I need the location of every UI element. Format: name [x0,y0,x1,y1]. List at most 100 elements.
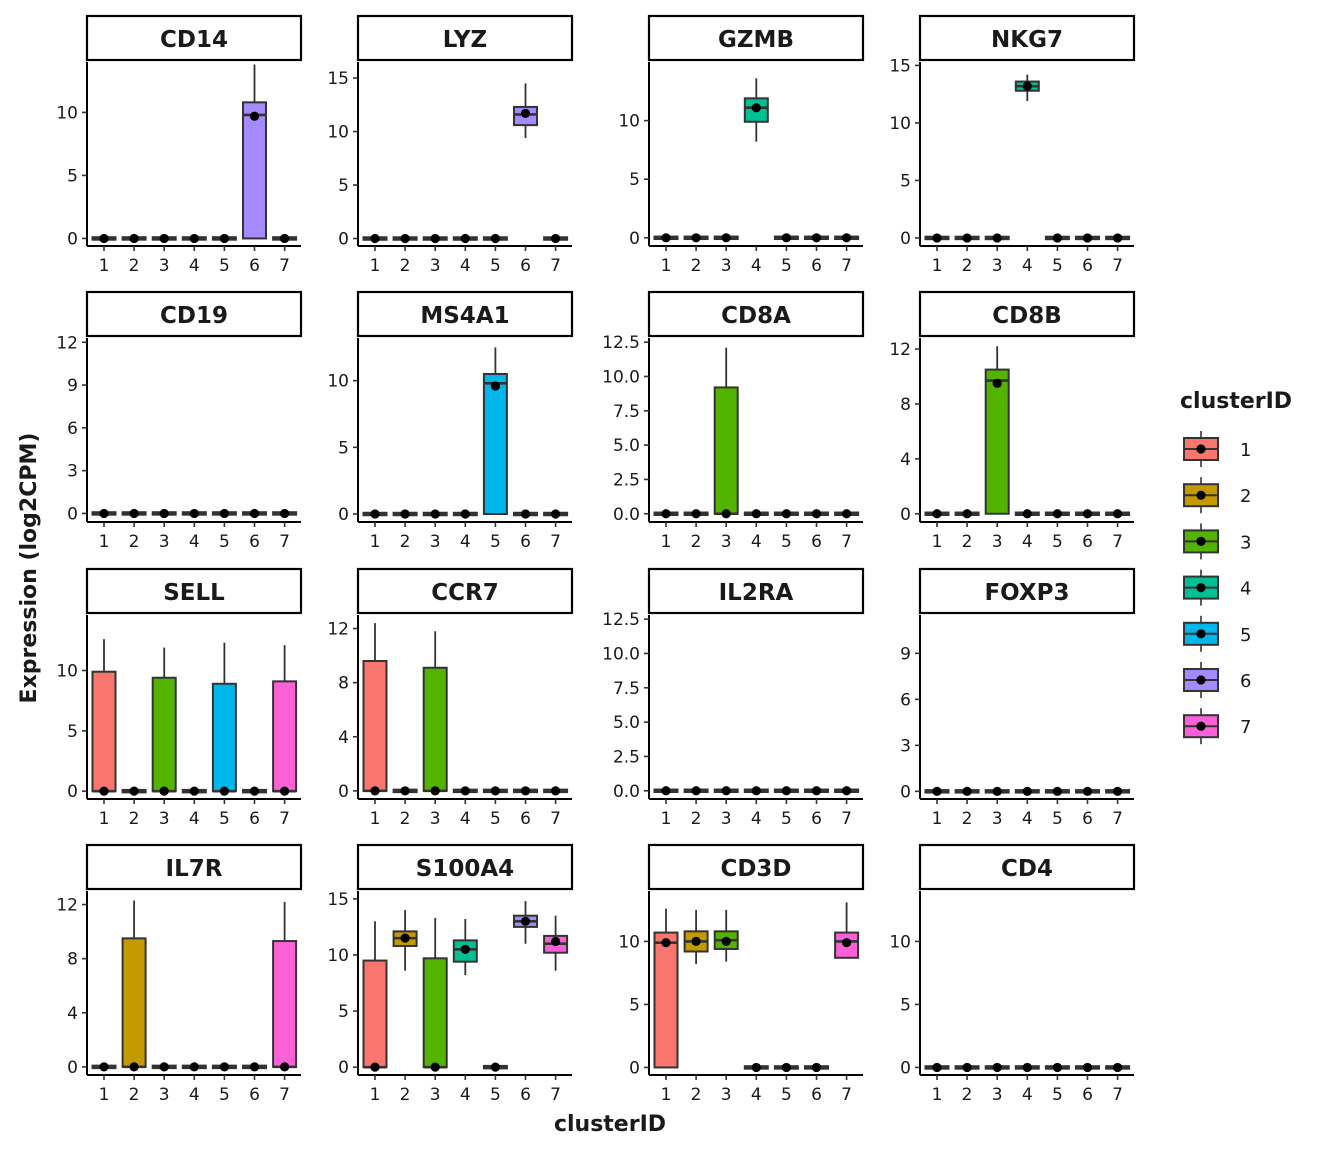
mean-point [962,786,972,796]
x-tick-label: 3 [430,1085,441,1105]
mean-point [721,509,731,519]
box-body [362,660,388,792]
box-cluster-2 [392,910,418,971]
y-tick-label: 9 [900,644,911,664]
x-tick-label: 7 [550,532,561,552]
box-cluster-5 [773,786,799,796]
mean-point [219,786,229,796]
x-tick-label: 2 [691,532,702,552]
x-tick-label: 6 [249,809,260,829]
x-tick-label: 5 [219,532,230,552]
y-tick-label: 8 [67,950,78,970]
box-cluster-5 [1044,509,1070,519]
box-cluster-1 [653,233,679,243]
y-tick-label: 0 [900,782,911,802]
x-tick-label: 4 [1022,532,1033,552]
x-tick-label: 5 [781,1085,792,1105]
mean-point [751,786,761,796]
x-tick-label: 6 [811,809,822,829]
mean-point [430,1062,440,1072]
mean-point [159,233,169,244]
x-tick-label: 7 [279,532,290,552]
y-tick-label: 12 [56,896,78,916]
y-tick-label: 12 [56,333,78,353]
x-tick-label: 5 [490,809,501,829]
box-cluster-4 [452,233,478,244]
mean-point [751,1062,761,1073]
x-tick-label: 2 [691,1085,702,1105]
x-tick-label: 5 [219,809,230,829]
mean-point [1113,509,1123,519]
box-cluster-3 [151,647,177,796]
box-cluster-1 [924,233,950,243]
y-tick-label: 3 [900,736,911,756]
y-tick-label: 0 [67,229,78,249]
mean-point [932,786,942,796]
mean-point [280,1062,290,1072]
x-tick-label: 2 [962,809,973,829]
box-cluster-7 [543,509,569,519]
legend-key-point [1196,675,1206,685]
box-body [242,101,267,240]
legend-label: 1 [1240,440,1251,461]
strip-box [356,14,574,62]
x-tick-label: 6 [249,532,260,552]
box-cluster-4 [1014,74,1040,102]
y-tick-label: 10 [327,372,349,392]
box-cluster-1 [362,921,388,1072]
box-cluster-4 [743,78,769,142]
legend-item-1: 1 [1183,431,1251,467]
y-tick-label: 12.5 [602,610,640,630]
strip-box [918,843,1136,891]
legend-item-6: 6 [1183,662,1251,698]
box-cluster-5 [482,347,508,515]
x-tick-label: 7 [1112,809,1123,829]
mean-point [219,1062,229,1072]
y-tick-label: 0 [67,782,78,802]
x-tick-label: 5 [219,1085,230,1105]
strip-label: IL7R [166,856,223,882]
strip-label: FOXP3 [984,580,1069,606]
mean-point [1022,509,1032,519]
y-tick-label: 5 [67,166,78,186]
x-tick-label: 7 [550,1085,561,1105]
box-cluster-5 [211,233,237,244]
box-cluster-5 [773,509,799,519]
mean-point [811,509,822,519]
box-cluster-6 [242,1062,267,1072]
x-tick-label: 5 [490,256,501,276]
x-tick-label: 3 [992,809,1003,829]
mean-point [551,786,561,796]
x-tick-label: 7 [279,256,290,276]
legend-key-point [1196,721,1206,731]
box-cluster-4 [1014,1062,1040,1073]
strip-box [647,843,865,891]
box-cluster-1 [924,1062,950,1073]
strip-box [85,290,303,338]
mean-point [1052,1062,1062,1073]
box-cluster-2 [683,509,709,519]
x-tick-label: 3 [159,1085,170,1105]
mean-point [842,786,852,796]
box-cluster-6 [242,64,267,240]
y-tick-label: 5.0 [613,436,640,456]
x-tick-label: 5 [1052,532,1063,552]
mean-point [1113,1062,1123,1073]
box-cluster-7 [834,902,860,959]
mean-point [189,1062,199,1072]
mean-point [99,233,109,244]
box-cluster-6 [1075,233,1100,243]
mean-point [159,786,169,796]
mean-point [249,786,260,796]
box-body [272,680,298,793]
x-tick-label: 4 [751,809,762,829]
mean-point [1113,786,1123,796]
strip-label: LYZ [443,27,487,53]
mean-point [751,103,761,113]
box-cluster-2 [392,786,418,796]
box-cluster-5 [482,786,508,796]
box-cluster-3 [713,909,739,962]
